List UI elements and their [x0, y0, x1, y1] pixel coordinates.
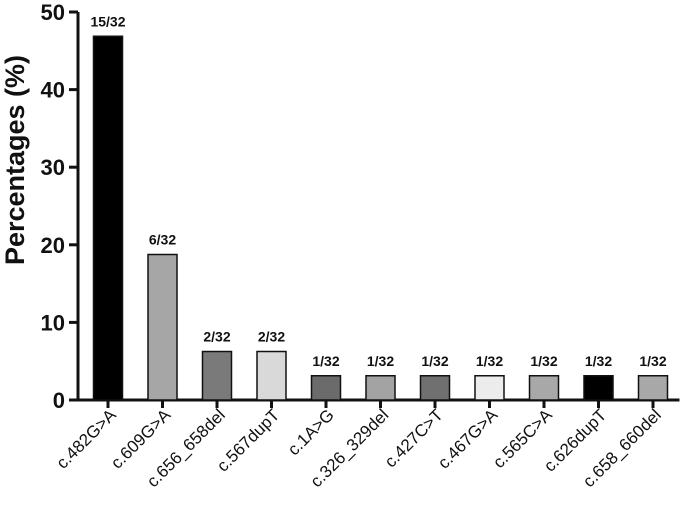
- category-label: c.467G>A: [434, 405, 502, 473]
- y-tick-label: 50: [41, 0, 65, 25]
- bar: [147, 253, 178, 401]
- data-label: 1/32: [585, 353, 612, 369]
- data-label: 2/32: [258, 329, 285, 345]
- y-axis-title: Percentages (%): [0, 55, 30, 265]
- data-label: 1/32: [421, 353, 448, 369]
- y-tick-label: 30: [41, 155, 65, 180]
- data-label: 1/32: [367, 353, 394, 369]
- data-label: 2/32: [203, 329, 230, 345]
- bar: [92, 35, 124, 401]
- data-label: 1/32: [476, 353, 503, 369]
- y-tick-label: 0: [53, 388, 65, 413]
- bar: [256, 350, 287, 401]
- bar: [365, 375, 396, 401]
- data-label: 1/32: [530, 353, 557, 369]
- y-axis: 0 10 20 30 40 50: [41, 0, 80, 413]
- data-label: 15/32: [90, 13, 125, 29]
- bar: [201, 350, 233, 401]
- bar: [474, 375, 505, 401]
- bars: [92, 35, 669, 401]
- data-label: 1/32: [639, 353, 666, 369]
- bar: [528, 375, 560, 401]
- data-label: 6/32: [149, 232, 176, 248]
- data-label: 1/32: [312, 353, 339, 369]
- bar: [310, 375, 342, 401]
- category-label: c.1A>G: [284, 405, 338, 459]
- y-tick-label: 20: [41, 233, 65, 258]
- bar: [583, 375, 614, 401]
- bar: [637, 375, 669, 401]
- y-tick-label: 10: [41, 310, 65, 335]
- data-labels: 15/32 6/32 2/32 2/32 1/32 1/32 1/32 1/32 1/32 1/3…: [90, 13, 666, 369]
- bar: [419, 375, 451, 401]
- y-tick-label: 40: [41, 78, 65, 103]
